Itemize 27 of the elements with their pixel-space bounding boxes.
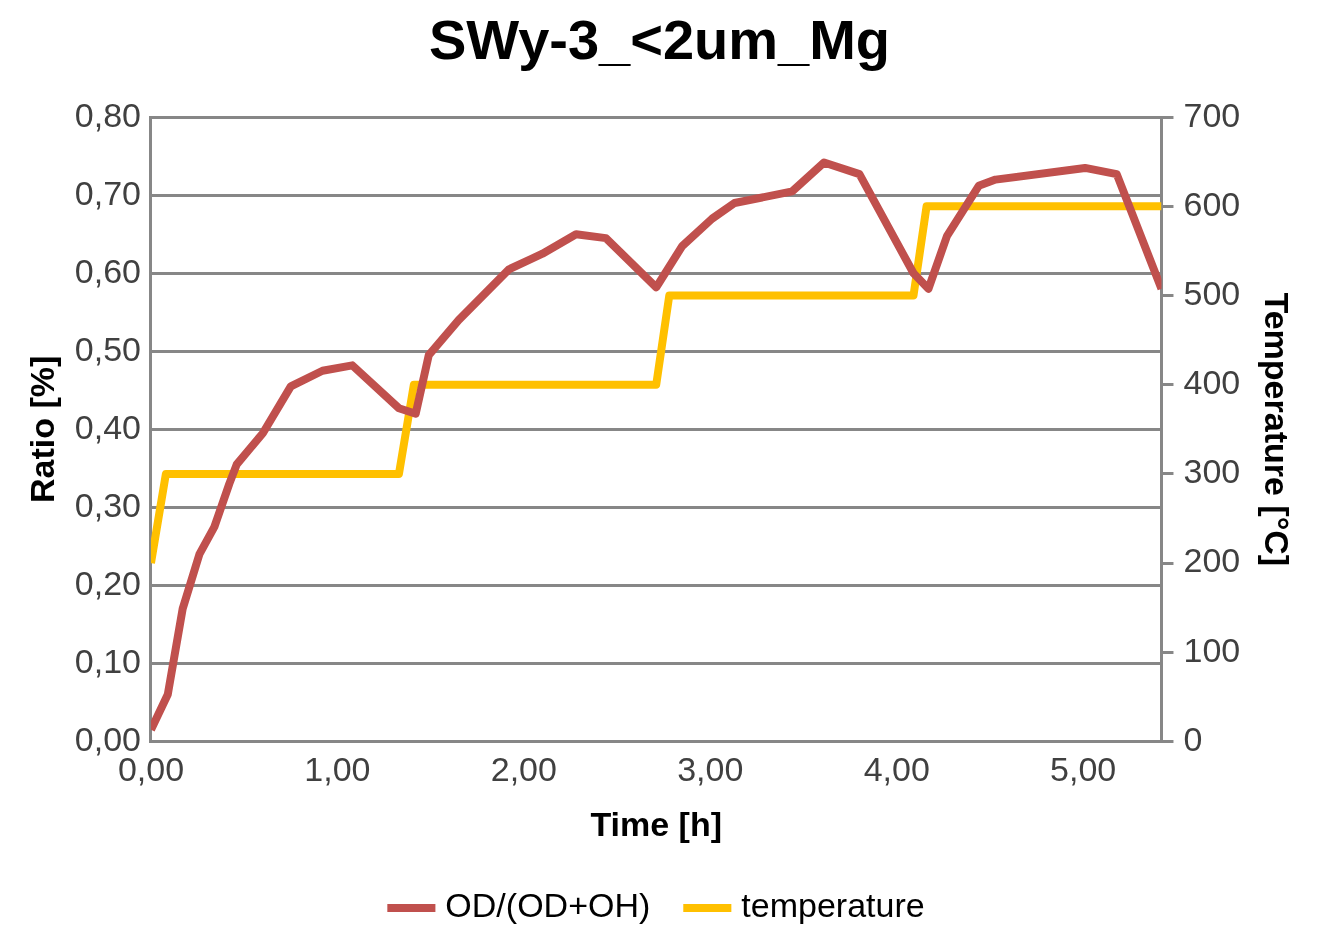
y-tick-label: 0,50	[74, 329, 141, 368]
x-tick-label: 2,00	[490, 750, 557, 789]
x-tick-label: 1,00	[304, 750, 371, 789]
y2-tick-label: 300	[1183, 452, 1241, 491]
y2-tick-label: 600	[1183, 184, 1241, 223]
y-tick-label: 0,20	[74, 563, 141, 602]
x-tick-label: 3,00	[677, 750, 744, 789]
y-tick-label: 0,70	[74, 173, 141, 212]
x-axis-title: Time [h]	[590, 804, 723, 843]
y-axis-title: Ratio [%]	[22, 355, 61, 503]
y-tick-label: 0,40	[74, 407, 141, 446]
y-tick-label: 0,10	[74, 641, 141, 680]
y-tick-label: 0,80	[74, 95, 141, 134]
y-tick-label: 0,60	[74, 251, 141, 290]
y2-tick-label: 100	[1183, 630, 1241, 669]
y2-tick-label: 700	[1183, 95, 1241, 134]
x-tick-label: 4,00	[863, 750, 930, 789]
y2-tick-label: 0	[1183, 719, 1203, 758]
chart-title: SWy-3_<2um_Mg	[428, 8, 891, 72]
legend-label: OD/(OD+OH)	[445, 886, 651, 925]
y2-tick-label: 200	[1183, 541, 1241, 580]
y2-tick-label: 400	[1183, 363, 1241, 402]
x-tick-label: 5,00	[1050, 750, 1117, 789]
y-tick-label: 0,30	[74, 485, 141, 524]
y2-axis-title: Temperature [°C]	[1258, 292, 1297, 567]
legend-label: temperature	[741, 886, 925, 925]
y2-tick-label: 500	[1183, 273, 1241, 312]
